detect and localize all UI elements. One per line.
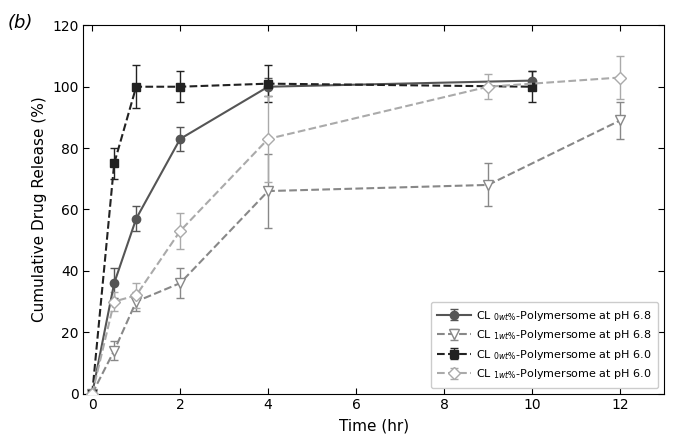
X-axis label: Time (hr): Time (hr)	[339, 418, 409, 433]
Text: (b): (b)	[8, 14, 33, 32]
Legend: CL $_{0wt\%}$-Polymersome at pH 6.8, CL $_{1wt\%}$-Polymersome at pH 6.8, CL $_{: CL $_{0wt\%}$-Polymersome at pH 6.8, CL …	[430, 302, 659, 388]
Y-axis label: Cumulative Drug Release (%): Cumulative Drug Release (%)	[32, 97, 47, 323]
